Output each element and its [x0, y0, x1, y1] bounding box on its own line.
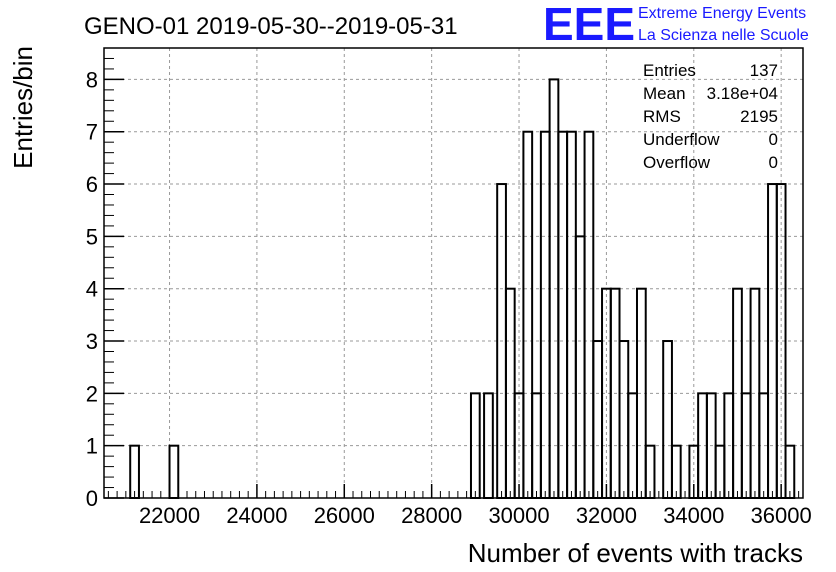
logo-mark: EEE	[543, 0, 635, 50]
histogram-bar	[129, 444, 140, 499]
histogram-bar	[644, 444, 656, 499]
stats-value: 137	[750, 61, 778, 80]
y-tick-label: 3	[86, 329, 98, 354]
y-tick-label: 7	[86, 120, 98, 145]
stats-label: Entries	[643, 61, 696, 80]
x-tick-label: 24000	[226, 503, 287, 528]
x-tick-label: 36000	[751, 503, 812, 528]
x-tick-label: 28000	[401, 503, 462, 528]
stats-value: 0	[769, 130, 778, 149]
histogram-bar	[539, 130, 551, 500]
y-tick-label: 2	[86, 381, 98, 406]
histogram-bar	[522, 130, 534, 500]
stats-label: Underflow	[643, 130, 720, 149]
histogram-bar	[574, 235, 586, 499]
y-tick-label: 1	[86, 434, 98, 459]
x-tick-label: 34000	[663, 503, 724, 528]
x-tick-label: 26000	[314, 503, 375, 528]
histogram-bar	[714, 444, 726, 499]
plot-frame	[103, 47, 804, 499]
y-tick-label: 8	[86, 67, 98, 92]
chart-title: GENO-01 2019-05-30--2019-05-31	[84, 13, 458, 40]
y-tick-label: 6	[86, 172, 98, 197]
histogram-bar	[784, 444, 796, 499]
x-tick-label: 32000	[576, 503, 637, 528]
stats-box: Entries 137 Mean 3.18e+04 RMS 2195 Underflow 0 O…	[643, 61, 778, 172]
x-tick-label: 22000	[139, 503, 200, 528]
histogram-bar	[168, 444, 180, 499]
stats-label: RMS	[643, 107, 681, 126]
histogram-bar	[583, 130, 595, 500]
y-tick-label: 4	[86, 277, 98, 302]
y-axis-label: Entries/bin	[8, 46, 38, 169]
x-tick-label: 30000	[488, 503, 549, 528]
histogram-bar	[670, 444, 682, 499]
axis-ticks: 22000 24000 26000 28000 30000 32000 34000 36000…	[86, 47, 812, 528]
histogram-bar	[662, 340, 673, 499]
histogram-bar	[557, 130, 569, 500]
stats-label: Mean	[643, 84, 686, 103]
logo-line-1: Extreme Energy Events	[638, 5, 806, 22]
stats-label: Overflow	[643, 153, 711, 172]
histogram-bar	[566, 130, 577, 500]
histogram-bar	[592, 340, 604, 499]
stats-value: 0	[769, 153, 778, 172]
x-axis-label: Number of events with tracks	[468, 538, 803, 568]
y-tick-label: 0	[86, 486, 98, 511]
stats-value: 3.18e+04	[707, 84, 778, 103]
stats-value: 2195	[740, 107, 778, 126]
logo-line-2: La Scienza nelle Scuole	[638, 27, 809, 44]
grid-lines	[104, 48, 803, 498]
y-tick-label: 5	[86, 224, 98, 249]
eee-logo: EEE Extreme Energy Events La Scienza nel…	[543, 0, 809, 50]
histogram-bar	[618, 340, 630, 499]
